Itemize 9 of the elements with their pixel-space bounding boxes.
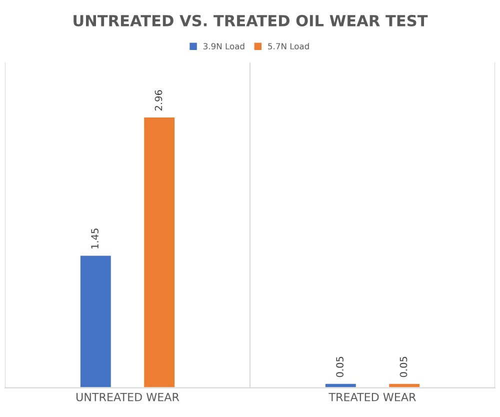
data-label: 0.05: [336, 356, 344, 378]
chart-title: UNTREATED VS. TREATED OIL WEAR TEST: [74, 14, 428, 26]
data-label: 1.45: [91, 228, 98, 248]
x-tick-label: UNTREATED WEAR: [76, 393, 180, 402]
x-tick-label: TREATED WEAR: [328, 393, 416, 402]
data-label: 0.05: [400, 356, 408, 378]
legend-label: 3.9N Load: [204, 42, 244, 50]
legend-label: 5.7N Load: [268, 42, 309, 50]
data-label: 2.96: [154, 90, 162, 110]
